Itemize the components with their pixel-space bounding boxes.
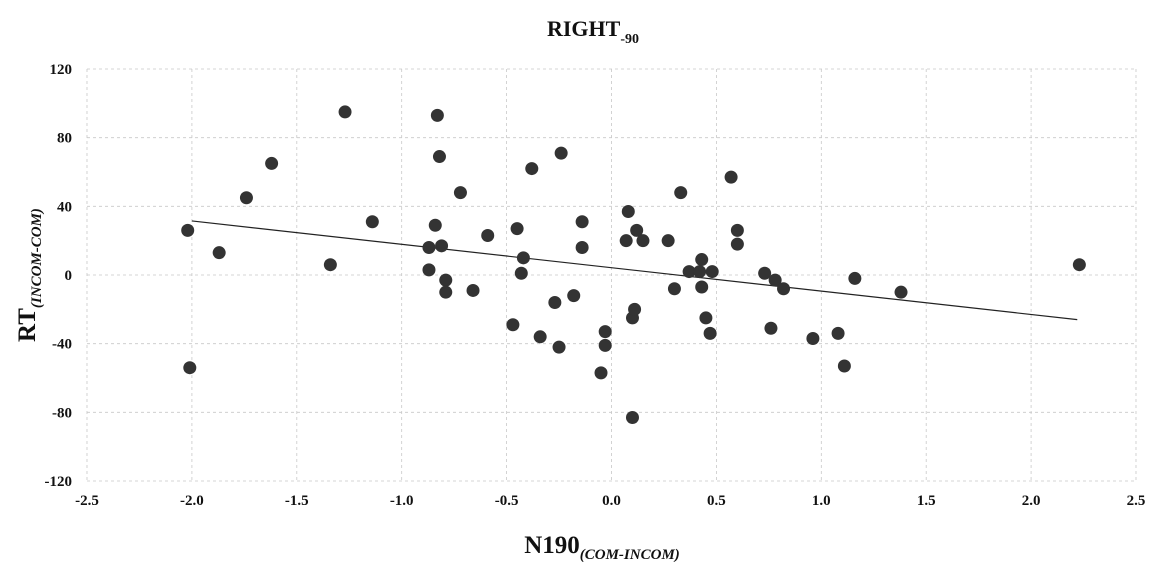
- data-point: [667, 282, 681, 296]
- y-axis-label: RT(INCOM-COM): [14, 208, 45, 342]
- data-point: [533, 330, 547, 344]
- data-point: [554, 146, 568, 160]
- x-tick-label: 0.5: [707, 493, 726, 509]
- data-point: [510, 222, 524, 236]
- y-axis-label-main: RT: [14, 308, 41, 342]
- data-point: [575, 215, 589, 229]
- data-point: [525, 162, 539, 176]
- data-point: [548, 295, 562, 309]
- data-point: [552, 340, 566, 354]
- y-tick-label: 120: [50, 62, 73, 78]
- data-point: [598, 325, 612, 339]
- data-point: [682, 265, 696, 279]
- data-point: [848, 271, 862, 285]
- x-tick-label: 2.0: [1022, 493, 1041, 509]
- x-tick-label: 1.5: [917, 493, 936, 509]
- x-tick-label: 0.0: [602, 493, 621, 509]
- data-point: [768, 273, 782, 287]
- chart-title-subscript: -90: [620, 32, 639, 47]
- data-point: [628, 302, 642, 316]
- x-axis-label-main: N190: [524, 532, 580, 559]
- data-point: [481, 229, 495, 243]
- data-point: [365, 215, 379, 229]
- x-axis-label: N190(COM-INCOM): [524, 532, 680, 562]
- data-point: [265, 156, 279, 170]
- x-axis-label-subscript: (COM-INCOM): [580, 547, 680, 562]
- data-point: [695, 253, 709, 267]
- data-point: [730, 237, 744, 251]
- data-point: [575, 241, 589, 255]
- data-point: [439, 285, 453, 299]
- data-point: [422, 241, 436, 255]
- data-point: [703, 326, 717, 340]
- data-point: [432, 150, 446, 164]
- data-point: [695, 280, 709, 294]
- data-point: [705, 265, 719, 279]
- tick-labels-layer: -2.5 -2.0 -1.5 -1.0 -0.5 0.0 0.5 1.0 1.5 2.0 2.5 12…: [45, 62, 1146, 509]
- grid-layer: [86, 68, 1137, 482]
- data-point: [598, 338, 612, 352]
- data-point: [777, 282, 791, 296]
- data-point: [435, 239, 449, 253]
- data-point: [422, 263, 436, 277]
- data-point: [594, 366, 608, 380]
- y-axis-label-subscript: (INCOM-COM): [29, 208, 45, 308]
- y-tick-label: -120: [45, 474, 73, 490]
- data-point: [674, 186, 688, 200]
- data-point: [837, 359, 851, 373]
- data-point: [430, 108, 444, 122]
- x-tick-label: 1.0: [812, 493, 831, 509]
- data-point: [466, 283, 480, 297]
- data-point: [428, 218, 442, 232]
- data-point: [1072, 258, 1086, 272]
- data-point: [619, 234, 633, 248]
- trendline-layer: [191, 220, 1078, 321]
- y-tick-label: 0: [65, 268, 73, 284]
- data-point: [730, 223, 744, 237]
- x-tick-label: -2.5: [75, 493, 99, 509]
- data-point: [636, 234, 650, 248]
- data-point: [894, 285, 908, 299]
- x-tick-label: -1.0: [390, 493, 414, 509]
- chart-title: RIGHT-90: [547, 16, 639, 47]
- y-tick-label: 80: [57, 131, 72, 147]
- data-point: [181, 223, 195, 237]
- data-point: [764, 321, 778, 335]
- data-point: [567, 289, 581, 303]
- data-point: [514, 266, 528, 280]
- trendline: [191, 220, 1078, 321]
- data-point: [758, 266, 772, 280]
- data-point: [630, 223, 644, 237]
- x-tick-label: -0.5: [495, 493, 519, 509]
- data-point: [806, 332, 820, 346]
- data-point: [693, 265, 707, 279]
- data-point: [183, 361, 197, 375]
- data-point: [724, 170, 738, 184]
- data-point: [621, 204, 635, 218]
- data-point: [831, 326, 845, 340]
- x-tick-label: -1.5: [285, 493, 309, 509]
- y-tick-label: 40: [57, 199, 72, 215]
- data-point: [212, 246, 226, 260]
- y-tick-label: -40: [52, 337, 72, 353]
- data-point: [516, 251, 530, 265]
- x-tick-label: 2.5: [1127, 493, 1146, 509]
- data-points-layer: [181, 105, 1086, 424]
- data-point: [699, 311, 713, 325]
- data-point: [338, 105, 352, 119]
- y-tick-label: -80: [52, 405, 72, 421]
- data-point: [506, 318, 520, 332]
- data-point: [439, 273, 453, 287]
- data-point: [453, 186, 467, 200]
- data-point: [323, 258, 337, 272]
- x-tick-label: -2.0: [180, 493, 204, 509]
- data-point: [239, 191, 253, 205]
- data-point: [625, 410, 639, 424]
- data-point: [661, 234, 675, 248]
- chart-title-main: RIGHT: [547, 16, 621, 41]
